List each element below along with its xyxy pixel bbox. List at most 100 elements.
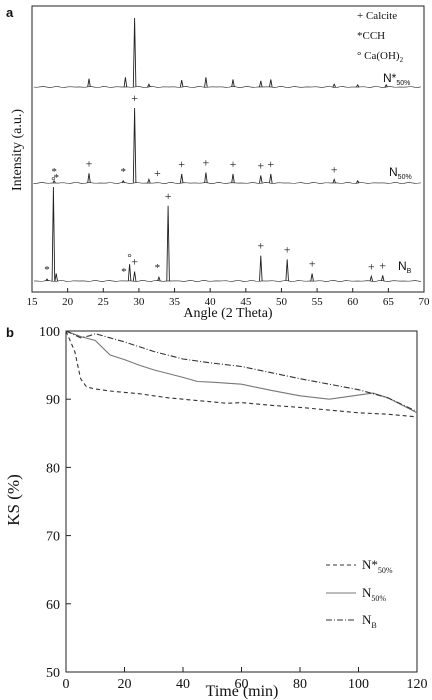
legend-caoh2: ° Ca(OH)2	[357, 50, 404, 64]
legend-cch: *CCH	[357, 30, 385, 42]
panel-a-x-axis: 15 20 25 30 35 40 45 50 55 60 65 70	[27, 288, 431, 308]
panel-a-label: a	[6, 5, 14, 20]
xrd-peak	[52, 179, 56, 184]
xrd-peak	[132, 271, 137, 282]
xrd-phase-marker: +	[379, 258, 386, 272]
xrd-peak	[259, 255, 263, 282]
series-label-nstar50: N*50%	[383, 71, 410, 87]
xrd-baseline-nb	[34, 279, 422, 283]
series-label-nb: NB	[398, 259, 412, 275]
series-label-n50: N50%	[389, 165, 412, 181]
xrd-peak	[179, 173, 184, 184]
panel-a-legend: + Calcite *CCH ° Ca(OH)2	[357, 10, 404, 64]
xrd-peak	[259, 80, 263, 88]
panel-a-x-tick-label: 20	[62, 296, 74, 308]
panel-b-axes: 0 20 40 60 80 100 120 50 60 70 80 90 100	[39, 325, 428, 692]
xrd-phase-marker: +	[154, 166, 161, 180]
xrd-phase-marker: +	[257, 159, 264, 173]
xrd-phase-marker: *	[120, 166, 126, 178]
panel-b-y-tick-label: 100	[39, 325, 60, 340]
panel-a-frame	[31, 5, 425, 293]
panel-b-x-tick-label: 20	[118, 677, 132, 692]
xrd-peak	[332, 177, 336, 184]
xrd-peak	[369, 274, 374, 282]
xrd-phase-marker: +	[267, 157, 274, 171]
xrd-phase-marker: +	[230, 157, 237, 171]
xrd-phase-marker: *	[51, 166, 57, 178]
panel-a-x-tick-label: 70	[419, 296, 431, 308]
xrd-phase-marker: *	[155, 262, 161, 274]
panel-b-x-tick-label: 40	[176, 677, 190, 692]
xrd-phase-marker: +	[331, 162, 338, 176]
xrd-phase-marker: +	[203, 156, 210, 170]
panel-a-x-tick-label: 40	[205, 296, 217, 308]
xrd-peak	[332, 83, 336, 88]
panel-b-y-tick-label: 70	[46, 530, 60, 545]
panel-b: b KS (%) Time (min) 0 20 40 60 80 100 120 50 60 7…	[4, 325, 428, 700]
panel-b-x-tick-label: 100	[348, 677, 369, 692]
panel-a-x-tick-label: 25	[98, 296, 110, 308]
panel-a-x-tick-label: 35	[169, 296, 181, 308]
panel-a-x-tick-label: 65	[383, 296, 395, 308]
panel-a-x-tick-label: 30	[133, 296, 145, 308]
xrd-peak	[54, 273, 58, 282]
xrd-peak	[157, 275, 161, 282]
xrd-phase-marker: +	[131, 91, 138, 105]
panel-b-y-tick-label: 60	[46, 598, 60, 613]
xrd-peak	[123, 77, 128, 88]
panel-a-x-tick-label: 15	[27, 296, 39, 308]
panel-b-x-tick-label: 0	[63, 677, 70, 692]
xrd-peak	[231, 79, 235, 88]
xrd-peak	[147, 177, 151, 184]
xrd-phase-marker: +	[309, 257, 316, 271]
legend-label-n50: N50%	[362, 585, 386, 603]
xrd-peak	[384, 84, 388, 88]
xrd-phase-marker: °	[51, 175, 55, 187]
panel-a-plot-area: *+*+++ + + + + +*°**° + *++ ++ + +	[33, 17, 422, 283]
panel-a: a Intensity (a.u.) Angle (2 Theta) + Cal…	[6, 5, 430, 321]
panel-b-xlabel: Time (min)	[206, 683, 279, 700]
xrd-peak	[45, 278, 49, 282]
xrd-phase-marker: +	[178, 157, 185, 171]
xrd-peak	[87, 173, 91, 184]
xrd-peak	[269, 79, 273, 88]
ks-line-nb-dash-dot	[65, 330, 418, 412]
xrd-peak	[356, 84, 360, 88]
panel-a-xlabel: Angle (2 Theta)	[183, 306, 272, 321]
xrd-peak	[87, 78, 91, 88]
panel-b-y-tick-label: 50	[46, 666, 60, 681]
xrd-phase-marker: °	[127, 252, 131, 264]
panel-a-x-tick-label: 50	[276, 296, 288, 308]
panel-b-y-tick-label: 80	[46, 461, 60, 476]
panel-b-x-tick-label: 120	[407, 677, 428, 692]
panel-b-legend: N*50% N50% NB	[326, 557, 393, 630]
xrd-peak	[259, 175, 263, 184]
xrd-peak	[179, 80, 184, 88]
xrd-peak	[132, 17, 137, 88]
xrd-phase-marker: +	[257, 239, 264, 253]
xrd-baseline-n50	[33, 85, 422, 89]
xrd-peak	[132, 107, 137, 184]
xrd-peak	[204, 77, 208, 88]
ks-line-n50-dashed	[65, 330, 418, 418]
legend-label-nstar50: N*50%	[362, 557, 393, 575]
xrd-baseline-n50	[33, 181, 422, 185]
xrd-peak	[269, 173, 273, 184]
panel-b-plot-area	[65, 330, 418, 418]
panel-a-ylabel: Intensity (a.u.)	[10, 109, 25, 191]
xrd-peak	[121, 179, 125, 184]
legend-calcite: + Calcite	[357, 10, 397, 22]
xrd-peak	[51, 186, 56, 282]
panel-a-x-tick-label: 60	[347, 296, 359, 308]
xrd-peak	[127, 264, 132, 282]
xrd-peak	[310, 273, 314, 282]
panel-b-ylabel: KS (%)	[4, 474, 23, 525]
panel-b-y-tick-label: 90	[46, 393, 60, 408]
panel-a-x-tick-label: 55	[312, 296, 324, 308]
xrd-phase-marker: *	[44, 264, 50, 276]
panel-b-x-tick-label: 60	[235, 677, 249, 692]
xrd-peak	[147, 83, 151, 88]
panel-b-label: b	[6, 325, 14, 340]
xrd-peak	[356, 179, 360, 184]
